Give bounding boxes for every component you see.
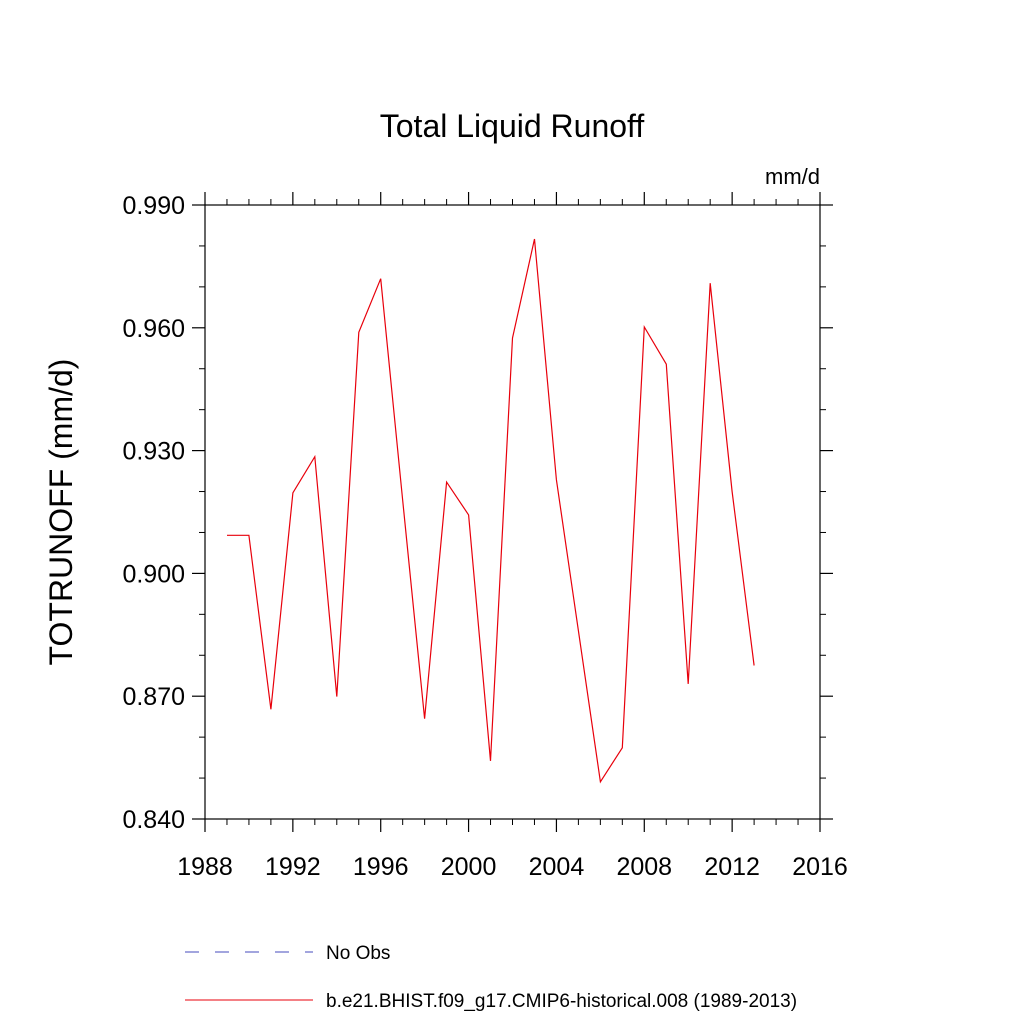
legend: No Obs b.e21.BHIST.f09_g17.CMIP6-histori… [185, 943, 797, 1012]
legend-label-model: b.e21.BHIST.f09_g17.CMIP6-historical.008… [326, 991, 797, 1012]
data-point [424, 718, 425, 719]
data-point [446, 482, 447, 483]
x-tick-label: 1992 [265, 853, 321, 881]
y-tick-label: 0.960 [122, 315, 185, 343]
x-tick-label: 2016 [792, 853, 848, 881]
y-tick-label: 0.990 [122, 192, 185, 220]
data-point [622, 747, 623, 748]
data-point [578, 630, 579, 631]
y-tick-label: 0.870 [122, 683, 185, 711]
x-tick-label: 2000 [441, 853, 497, 881]
data-point [226, 535, 227, 536]
series-line-0 [227, 238, 755, 784]
x-tick-label: 2004 [529, 853, 585, 881]
x-tick-label: 2012 [704, 853, 760, 881]
data-point [666, 364, 667, 365]
y-tick-label: 0.840 [122, 806, 185, 834]
units-label: mm/d [765, 164, 820, 189]
data-point [314, 456, 315, 457]
data-point [600, 781, 601, 782]
data-point [292, 492, 293, 493]
data-point [358, 332, 359, 333]
data-point [270, 709, 271, 710]
y-tick-label: 0.930 [122, 438, 185, 466]
data-point [688, 683, 689, 684]
data-point [754, 665, 755, 666]
data-point [512, 337, 513, 338]
data-point [710, 283, 711, 284]
data-point [556, 479, 557, 480]
data-point [468, 514, 469, 515]
x-tick-label: 1996 [353, 853, 409, 881]
data-point [732, 491, 733, 492]
data-point [336, 696, 337, 697]
x-tick-label: 2008 [616, 853, 672, 881]
data-point [490, 760, 491, 761]
data-point [534, 238, 535, 239]
data-point [380, 278, 381, 279]
y-tick-label: 0.900 [122, 560, 185, 588]
data-point [402, 500, 403, 501]
legend-label-no-obs: No Obs [326, 943, 390, 964]
y-axis-label: TOTRUNOFF (mm/d) [43, 359, 79, 666]
data-point [248, 535, 249, 536]
data-point [644, 326, 645, 327]
x-tick-label: 1988 [177, 853, 233, 881]
chart-title: Total Liquid Runoff [380, 108, 645, 144]
